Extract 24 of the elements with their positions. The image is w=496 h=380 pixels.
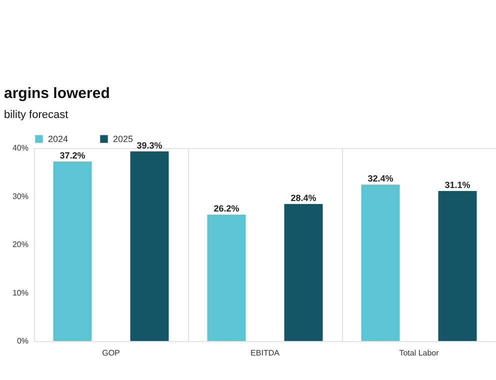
data-label: 32.4%: [368, 174, 394, 184]
bar: [284, 204, 323, 341]
data-label: 37.2%: [60, 150, 86, 161]
y-tick-label: 20%: [12, 240, 28, 249]
x-tick-label: GOP: [102, 348, 120, 358]
data-label: 39.3%: [136, 140, 162, 150]
data-label: 26.2%: [214, 204, 240, 214]
y-tick-label: 10%: [12, 288, 28, 298]
bar: [438, 190, 477, 341]
x-tick-label: EBITDA: [250, 348, 280, 358]
chart-title: argins lowered: [4, 85, 110, 102]
y-tick-label: 0%: [16, 336, 28, 346]
data-label: 31.1%: [444, 180, 470, 190]
chart-subtitle: bility forecast: [4, 109, 68, 121]
bar: [53, 162, 92, 341]
y-tick-label: 40%: [12, 144, 28, 152]
bar: [130, 151, 169, 341]
x-tick-label: Total Labor: [399, 348, 440, 358]
legend-label: 2024: [48, 134, 68, 144]
bar: [361, 184, 400, 341]
legend-label: 2025: [113, 134, 134, 144]
data-label: 28.4%: [290, 192, 316, 203]
bar: [207, 214, 246, 341]
y-tick-label: 30%: [12, 192, 28, 201]
